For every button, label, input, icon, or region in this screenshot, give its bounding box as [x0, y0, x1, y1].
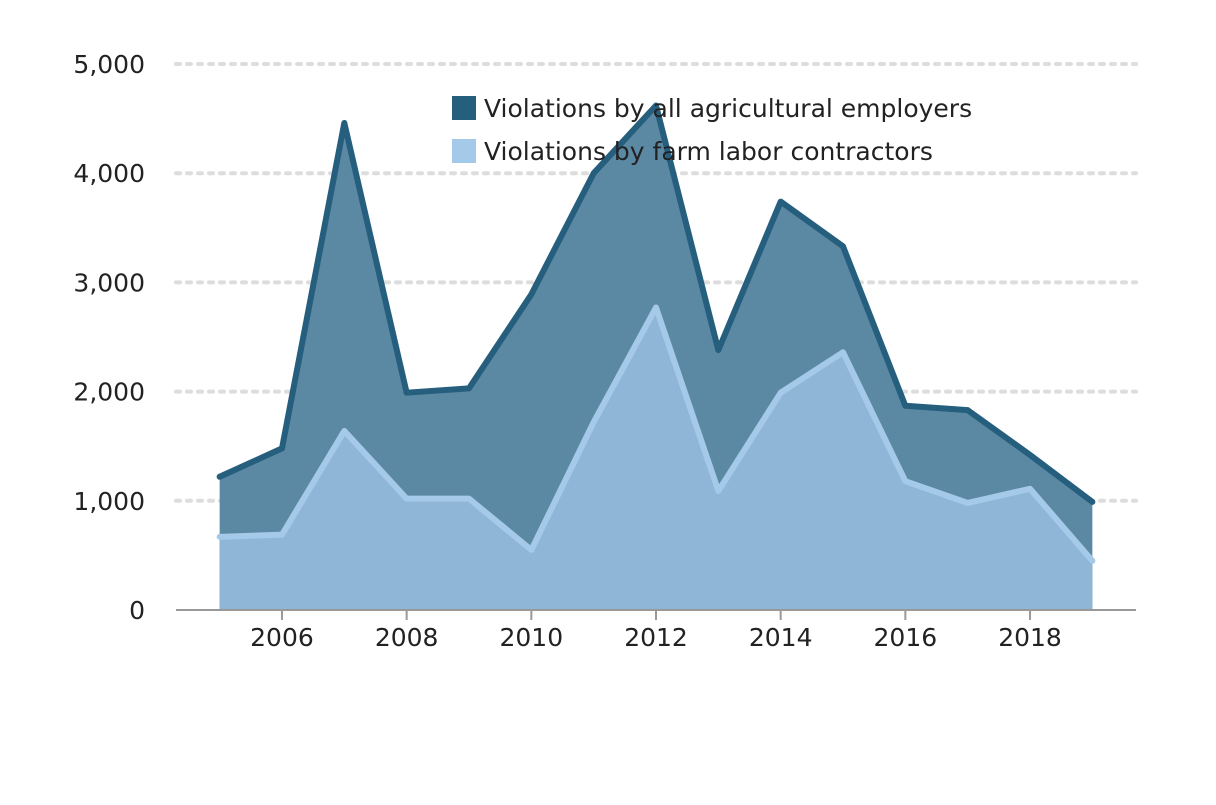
- y-tick-label-3000: 3,000: [73, 268, 145, 297]
- x-tick-label-2006: 2006: [250, 623, 314, 652]
- legend: Violations by all agricultural employers…: [452, 94, 972, 166]
- y-tick-label-0: 0: [129, 596, 145, 625]
- y-tick-label-2000: 2,000: [73, 378, 145, 407]
- y-tick-label-4000: 4,000: [73, 159, 145, 188]
- y-axis: 0 1,000 2,000 3,000 4,000 5,000: [73, 50, 145, 625]
- x-tick-label-2018: 2018: [998, 623, 1062, 652]
- legend-swatch-all-employers: [452, 96, 476, 120]
- x-tick-label-2008: 2008: [375, 623, 439, 652]
- x-tick-label-2012: 2012: [624, 623, 688, 652]
- series-1-area: [219, 307, 1093, 610]
- x-axis: 2006 2008 2010 2012 2014 2016 2018: [250, 610, 1062, 652]
- legend-swatch-farm-labor-contractors: [452, 139, 476, 163]
- y-tick-label-5000: 5,000: [73, 50, 145, 79]
- x-tick-label-2010: 2010: [500, 623, 564, 652]
- x-tick-label-2014: 2014: [749, 623, 813, 652]
- x-tick-label-2016: 2016: [874, 623, 938, 652]
- legend-label-farm-labor-contractors: Violations by farm labor contractors: [484, 137, 933, 166]
- y-tick-label-1000: 1,000: [73, 487, 145, 516]
- legend-label-all-employers: Violations by all agricultural employers: [484, 94, 972, 123]
- plot-area: [216, 102, 1096, 610]
